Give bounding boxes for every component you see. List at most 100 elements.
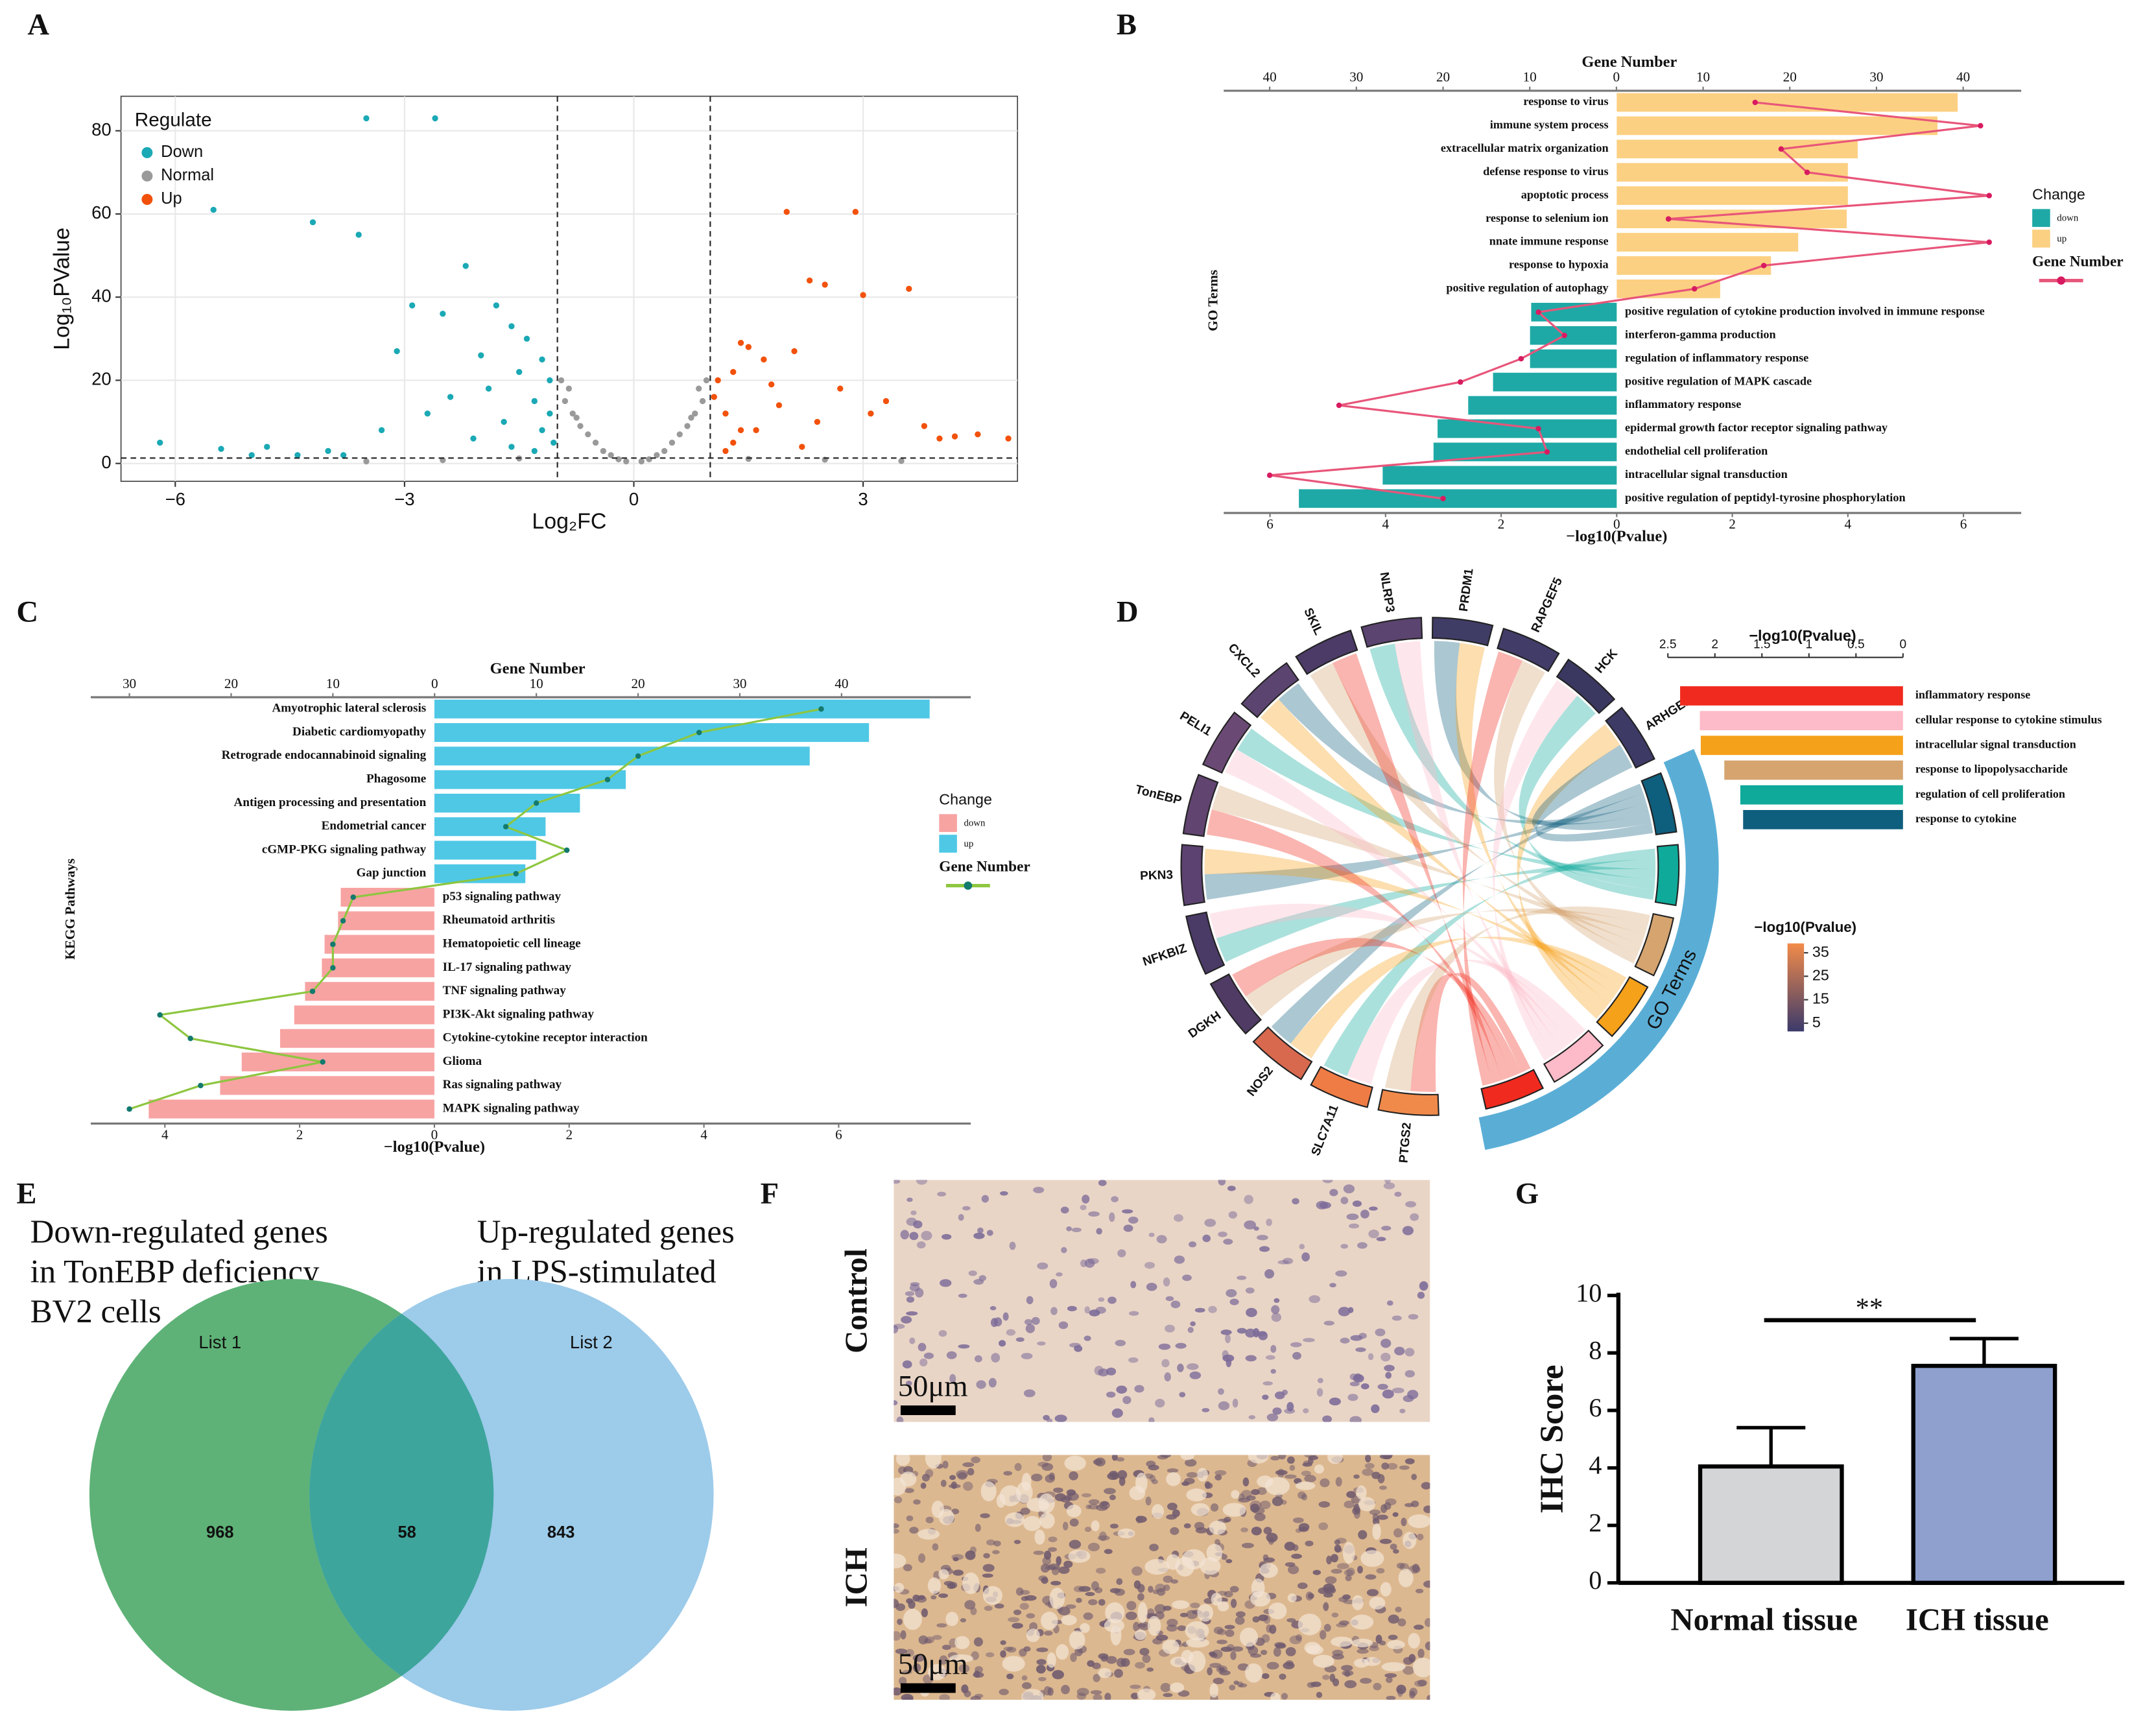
- legend-title: Change: [2032, 185, 2085, 202]
- cell: [918, 1342, 927, 1352]
- vacuole: [1068, 1549, 1091, 1563]
- cell: [1080, 1204, 1087, 1211]
- cell: [1189, 1241, 1197, 1248]
- cell: [1281, 1693, 1288, 1700]
- point: [654, 452, 660, 459]
- bar: [1617, 209, 1847, 228]
- x2-tick-label: 40: [1263, 69, 1277, 85]
- y-tick-label: 40: [91, 285, 112, 305]
- cell: [1353, 1474, 1360, 1479]
- x-tick-label: 2: [565, 1126, 573, 1142]
- gene-number-dot: [1457, 379, 1463, 385]
- cell: [1240, 1527, 1248, 1532]
- cell: [982, 1573, 993, 1578]
- x2-axis-label: Gene Number: [490, 660, 586, 677]
- x2-tick-label: 10: [1696, 69, 1710, 85]
- cell: [1131, 1566, 1143, 1576]
- cell: [1377, 1383, 1388, 1390]
- vacuole: [1026, 1497, 1050, 1512]
- bar: [1438, 419, 1617, 438]
- legend-swatch: [141, 170, 153, 182]
- cell: [1248, 1415, 1256, 1420]
- term-arc: [1596, 976, 1649, 1038]
- legend-dot: [964, 881, 973, 890]
- cell: [976, 1380, 986, 1389]
- legend-label: Down: [161, 143, 203, 161]
- cell: [1066, 1226, 1072, 1232]
- cell: [1329, 1398, 1341, 1406]
- y-axis-label: Log₁₀PValue: [49, 228, 74, 350]
- cell: [1204, 1219, 1216, 1227]
- vacuole: [1169, 1682, 1185, 1693]
- cell: [1074, 1345, 1083, 1352]
- cell: [994, 1603, 1004, 1609]
- vacuole: [1327, 1455, 1343, 1464]
- gene-arc: [1360, 617, 1423, 648]
- cell: [1006, 1673, 1014, 1680]
- x2-tick-label: 40: [835, 676, 848, 691]
- cell: [1045, 1565, 1056, 1571]
- gene-number-dot: [635, 753, 641, 759]
- point: [883, 398, 890, 405]
- vacuole: [1209, 1683, 1218, 1698]
- point: [531, 447, 538, 455]
- cell: [1242, 1477, 1250, 1486]
- point: [745, 455, 752, 462]
- cell: [980, 1513, 990, 1519]
- category-label: Phagosome: [366, 772, 426, 785]
- point: [508, 444, 515, 450]
- vacuole: [1197, 1468, 1208, 1482]
- cell: [1257, 1487, 1267, 1495]
- point: [363, 115, 370, 122]
- bar: [324, 935, 434, 954]
- point: [409, 302, 416, 309]
- cell: [1272, 1496, 1283, 1507]
- cell: [1104, 1693, 1111, 1700]
- cell: [1183, 1523, 1191, 1529]
- category-label: intracellular signal transduction: [1625, 468, 1788, 481]
- cell: [1033, 1186, 1045, 1193]
- bar: [434, 723, 870, 743]
- cell: [1069, 1471, 1078, 1481]
- cell: [1221, 1554, 1227, 1560]
- cell: [1084, 1306, 1091, 1314]
- cell: [1122, 1209, 1133, 1214]
- cell: [904, 1488, 914, 1494]
- cell: [1226, 1289, 1237, 1298]
- cell: [916, 1180, 928, 1185]
- cell: [906, 1197, 913, 1202]
- point: [737, 340, 744, 346]
- cell: [1151, 1479, 1158, 1484]
- cell: [1257, 1235, 1268, 1241]
- cell: [1222, 1350, 1229, 1359]
- y-tick-label: 4: [1589, 1451, 1602, 1480]
- point: [776, 402, 783, 409]
- cell: [1412, 1564, 1420, 1573]
- cell: [901, 1694, 914, 1700]
- cell: [1074, 1647, 1083, 1656]
- bar: [1617, 233, 1799, 252]
- vacuole: [1021, 1472, 1032, 1491]
- cell: [1278, 1455, 1286, 1460]
- x-tick-label: 4: [700, 1126, 707, 1142]
- chord-ribbon: [1271, 783, 1644, 1044]
- cell: [1388, 1614, 1399, 1624]
- cell: [1269, 1625, 1277, 1634]
- cell: [1093, 1674, 1100, 1682]
- term-bar: [1680, 686, 1903, 706]
- gene-number-dot: [1804, 169, 1810, 175]
- chord-ribbon: [1211, 785, 1645, 945]
- point: [608, 452, 614, 459]
- gene-label: NFKBIZ: [1141, 942, 1189, 969]
- cell: [1421, 1482, 1430, 1490]
- cell: [989, 1305, 997, 1311]
- cell: [1347, 1394, 1358, 1401]
- vacuole: [1047, 1652, 1056, 1668]
- cell: [1076, 1597, 1082, 1603]
- cell: [1385, 1676, 1393, 1684]
- point: [669, 439, 676, 446]
- x-tick-label: 2: [1711, 638, 1718, 652]
- category-label: Hematopoietic cell lineage: [443, 936, 581, 950]
- y-tick-label: 8: [1589, 1335, 1602, 1364]
- venn-overlap: [309, 1279, 494, 1711]
